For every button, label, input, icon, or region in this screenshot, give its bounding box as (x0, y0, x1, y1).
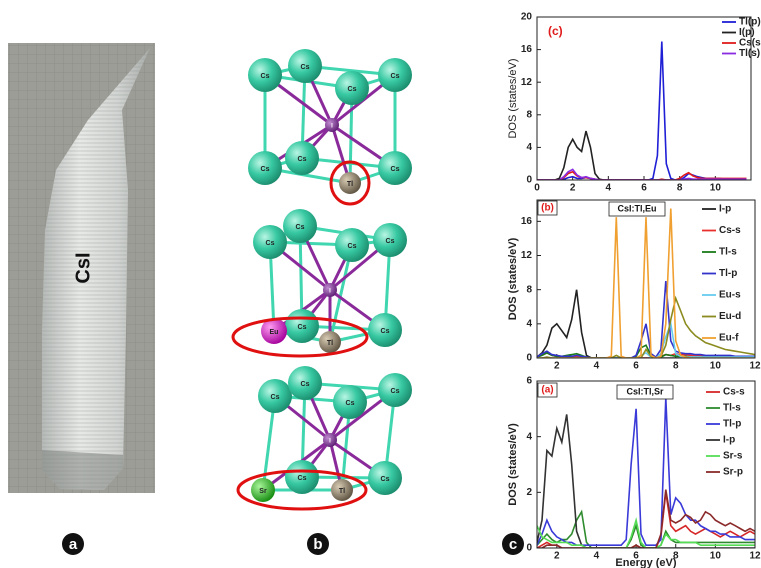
y-tick-label: 2 (526, 487, 532, 498)
atom-label: Cs (381, 328, 390, 335)
x-tick-label: 10 (710, 551, 722, 562)
dos-charts: 0481216200246810DOS (states/eV)(c)Tl(p)I… (507, 12, 761, 568)
x-tick-label: 0 (534, 183, 540, 194)
legend-label: Tl-p (719, 268, 737, 279)
panel-letter: c (509, 536, 517, 553)
legend-label: I-p (723, 435, 735, 446)
x-tick-label: 2 (554, 361, 560, 372)
dos-line (537, 492, 755, 548)
legend-label: Tl-s (723, 403, 741, 414)
legend-label: Tl(p) (739, 17, 761, 28)
dos-chart: 024624681012DOS (states/eV)(a)CsI:Tl,SrE… (507, 376, 761, 568)
atom-label: Cs (301, 64, 310, 71)
legend-label: I(p) (739, 27, 755, 38)
x-tick-label: 6 (633, 361, 639, 372)
x-tick-label: 10 (710, 183, 722, 194)
x-tick-label: 12 (749, 551, 761, 562)
structures-panel: CsCsCsCsICsCsCsTlCsCsCsCsICsCsEuTlCsCsCs… (248, 49, 412, 502)
atom-label: Cs (266, 240, 275, 247)
legend-label: Cs-s (719, 225, 741, 236)
atom-label: Cs (271, 394, 280, 401)
y-tick-label: 0 (526, 543, 532, 554)
y-tick-label: 0 (526, 175, 532, 186)
chart-title: (b) (541, 203, 554, 214)
x-tick-label: 8 (673, 361, 679, 372)
atom-label: Cs (348, 243, 357, 250)
panel-letter: a (69, 536, 78, 553)
y-tick-label: 16 (521, 216, 533, 227)
y-tick-label: 16 (521, 44, 533, 55)
legend-label: Tl-s (719, 247, 737, 258)
atom-label: Tl (339, 488, 345, 495)
dos-line (537, 490, 755, 548)
x-tick-label: 6 (641, 183, 647, 194)
figure: CsI CsCsCsCsICsCsCsTlCsCsCsCsICsCsEuTlCs… (0, 0, 761, 568)
atom-label: Cs (301, 381, 310, 388)
atom-label: Cs (298, 475, 307, 482)
dos-line (537, 42, 747, 181)
x-tick-label: 4 (606, 183, 612, 194)
annotation: CsI:Tl,Eu (617, 203, 656, 213)
x-tick-label: 4 (594, 361, 600, 372)
y-tick-label: 4 (526, 318, 532, 329)
dos-line (537, 169, 747, 180)
atom-label: Cs (391, 73, 400, 80)
chart-title: (a) (541, 385, 553, 396)
atom-label: Sr (259, 488, 267, 495)
y-tick-label: 4 (526, 431, 532, 442)
annotation: CsI:Tl,Sr (626, 386, 664, 396)
y-tick-label: 12 (521, 77, 533, 88)
legend-label: Cs-s (723, 387, 745, 398)
legend-label: I-p (719, 204, 731, 215)
legend-label: Eu-f (719, 333, 739, 344)
y-axis-label: DOS (states/eV) (507, 58, 519, 138)
x-tick-label: 10 (710, 361, 722, 372)
y-tick-label: 0 (526, 353, 532, 364)
panel-letter: b (313, 536, 322, 553)
atom-label: Cs (381, 476, 390, 483)
y-tick-label: 20 (521, 12, 533, 23)
atom-label: Cs (348, 86, 357, 93)
y-tick-label: 8 (526, 109, 532, 120)
y-tick-label: 12 (521, 250, 533, 261)
atom-label: Eu (270, 329, 279, 336)
legend-label: Sr-s (723, 451, 743, 462)
legend-label: Tl-p (723, 419, 741, 430)
crystal-label: CsI (72, 252, 94, 283)
atom-label: Cs (346, 400, 355, 407)
x-tick-label: 4 (594, 551, 600, 562)
atom-label: Cs (298, 324, 307, 331)
atom-label: Tl (347, 181, 353, 188)
x-tick-label: 2 (570, 183, 576, 194)
legend-label: Eu-s (719, 290, 741, 301)
panel-letters: a b c (62, 533, 524, 555)
y-tick-label: 6 (526, 376, 532, 387)
atom-label: Cs (391, 166, 400, 173)
legend-label: Cs(s (739, 38, 761, 49)
chart-title: (c) (548, 24, 563, 38)
x-tick-label: 2 (554, 551, 560, 562)
y-axis-label: DOS (states/eV) (507, 237, 519, 320)
atom-label: Cs (391, 388, 400, 395)
legend-label: Eu-d (719, 311, 741, 322)
atom-label: Cs (296, 224, 305, 231)
legend-label: Tl(s) (739, 48, 760, 59)
x-tick-label: 8 (677, 183, 683, 194)
x-axis-label: Energy (eV) (615, 557, 676, 568)
legend-label: Sr-p (723, 467, 743, 478)
dos-chart: 0 4 8 12 16 20 0 2 4 6 8 10 DOS (states/eV) (c) Tl(p)I… (507, 12, 761, 194)
plot-frame (537, 17, 751, 180)
atom-label: Cs (386, 238, 395, 245)
atom-label: Cs (298, 156, 307, 163)
atom-label: Cs (261, 166, 270, 173)
y-axis-label: DOS (states/eV) (507, 423, 519, 506)
atom-label: Cs (261, 73, 270, 80)
photo-panel: CsI (8, 43, 155, 493)
atom-label: Tl (327, 340, 333, 347)
x-tick-label: 12 (749, 361, 761, 372)
y-tick-label: 4 (526, 142, 532, 153)
y-tick-label: 8 (526, 284, 532, 295)
